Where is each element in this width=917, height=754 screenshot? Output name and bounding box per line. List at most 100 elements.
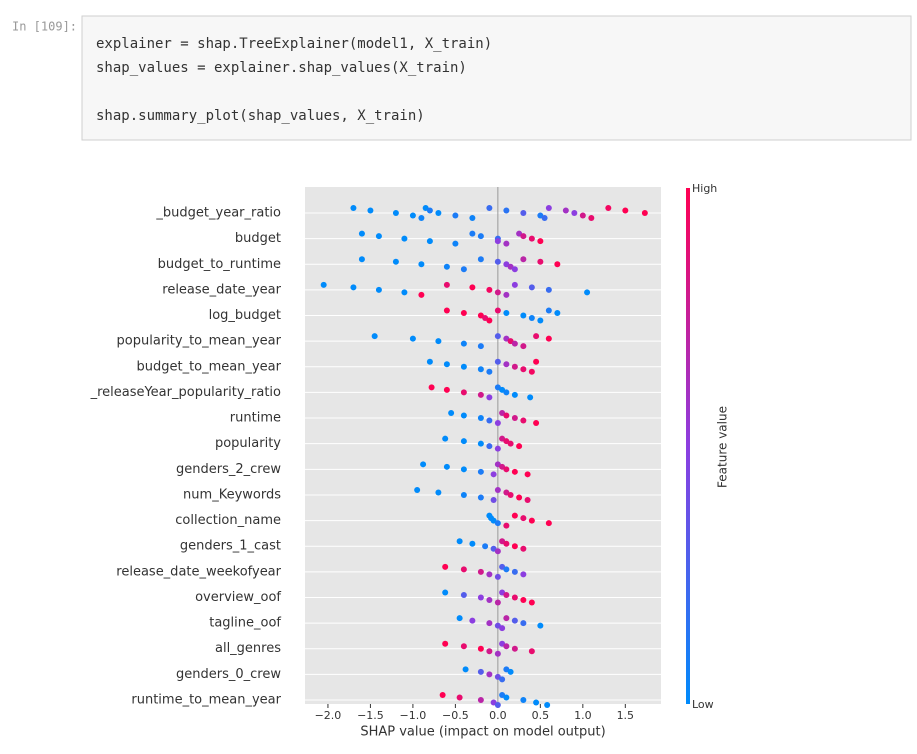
dot (499, 676, 506, 683)
dot (367, 207, 374, 214)
dot (520, 620, 527, 627)
dot (426, 207, 433, 214)
dot (462, 666, 469, 673)
dot (494, 238, 501, 245)
dot (503, 389, 510, 396)
x-tick-label: −2.0 (315, 709, 342, 722)
dot (494, 650, 501, 657)
dot (516, 443, 523, 450)
dot (562, 207, 569, 214)
dot (442, 563, 449, 570)
dot (460, 412, 467, 419)
dot (477, 697, 484, 703)
dot (494, 307, 501, 314)
dot (371, 333, 378, 340)
dot (511, 594, 518, 601)
dot (460, 266, 467, 273)
dot (554, 261, 561, 268)
cell-prompt: In [109]: (12, 20, 77, 34)
x-tick-label: 0.0 (489, 709, 507, 722)
dot (511, 281, 518, 288)
feature-label: genders_0_crew (176, 667, 281, 682)
dot (486, 443, 493, 450)
dot (375, 286, 382, 293)
dot (503, 566, 510, 573)
dot (486, 620, 493, 627)
dot (511, 468, 518, 475)
dot (477, 645, 484, 652)
dot (486, 596, 493, 603)
dot (520, 697, 527, 703)
dot (503, 412, 510, 419)
dot (494, 358, 501, 365)
dot (392, 210, 399, 216)
x-tick-label: 1.5 (617, 709, 635, 722)
dot (520, 312, 527, 319)
feature-label: log_budget (209, 308, 281, 323)
dot (375, 233, 382, 240)
dot (477, 494, 484, 501)
dot (528, 284, 535, 291)
dot (443, 281, 450, 288)
dot (401, 289, 408, 296)
feature-label: popularity_to_mean_year (117, 334, 282, 349)
feature-label: _budget_year_ratio (155, 206, 281, 221)
dot (511, 391, 518, 398)
dot (545, 520, 552, 527)
dot (477, 233, 484, 240)
dot (605, 205, 612, 211)
dot (528, 368, 535, 375)
dot (571, 210, 578, 216)
dot (456, 694, 463, 701)
feature-label: popularity (215, 436, 281, 451)
dot (503, 694, 510, 701)
dot (520, 596, 527, 603)
feature-label: release_date_weekofyear (116, 564, 281, 579)
dot (494, 520, 501, 527)
code-cell[interactable] (81, 15, 912, 141)
dot (520, 233, 527, 240)
feature-label: runtime (230, 411, 281, 426)
dot (477, 366, 484, 373)
dot (426, 238, 433, 245)
dot (499, 625, 506, 632)
dot (507, 440, 514, 447)
code-line: shap_values = explainer.shap_values(X_tr… (96, 60, 467, 76)
dot (443, 307, 450, 314)
dot (482, 543, 489, 550)
x-tick-label: 0.5 (532, 709, 550, 722)
x-tick-label: −1.5 (357, 709, 384, 722)
dot (503, 240, 510, 247)
dot (533, 333, 540, 340)
feature-label: all_genres (215, 641, 281, 656)
dot (428, 384, 435, 391)
dot (524, 496, 531, 503)
colorbar (686, 188, 690, 704)
dot (520, 545, 527, 552)
dot (456, 615, 463, 622)
dot (528, 517, 535, 524)
dot (503, 207, 510, 214)
x-tick-label: −0.5 (442, 709, 469, 722)
dot (452, 240, 459, 247)
x-tick-label: −1.0 (400, 709, 427, 722)
dot (503, 466, 510, 473)
dot (545, 335, 552, 342)
dot (520, 343, 527, 350)
dot (486, 205, 493, 211)
dot (443, 263, 450, 270)
dot (435, 489, 442, 496)
dot (477, 256, 484, 263)
dot (528, 315, 535, 322)
dot (477, 668, 484, 675)
dot (435, 338, 442, 345)
dot (503, 540, 510, 547)
dot (494, 486, 501, 493)
dot (520, 366, 527, 373)
dot (452, 212, 459, 219)
dot (486, 671, 493, 678)
dot (533, 358, 540, 365)
feature-label: num_Keywords (183, 487, 281, 502)
feature-label: overview_oof (195, 590, 281, 605)
